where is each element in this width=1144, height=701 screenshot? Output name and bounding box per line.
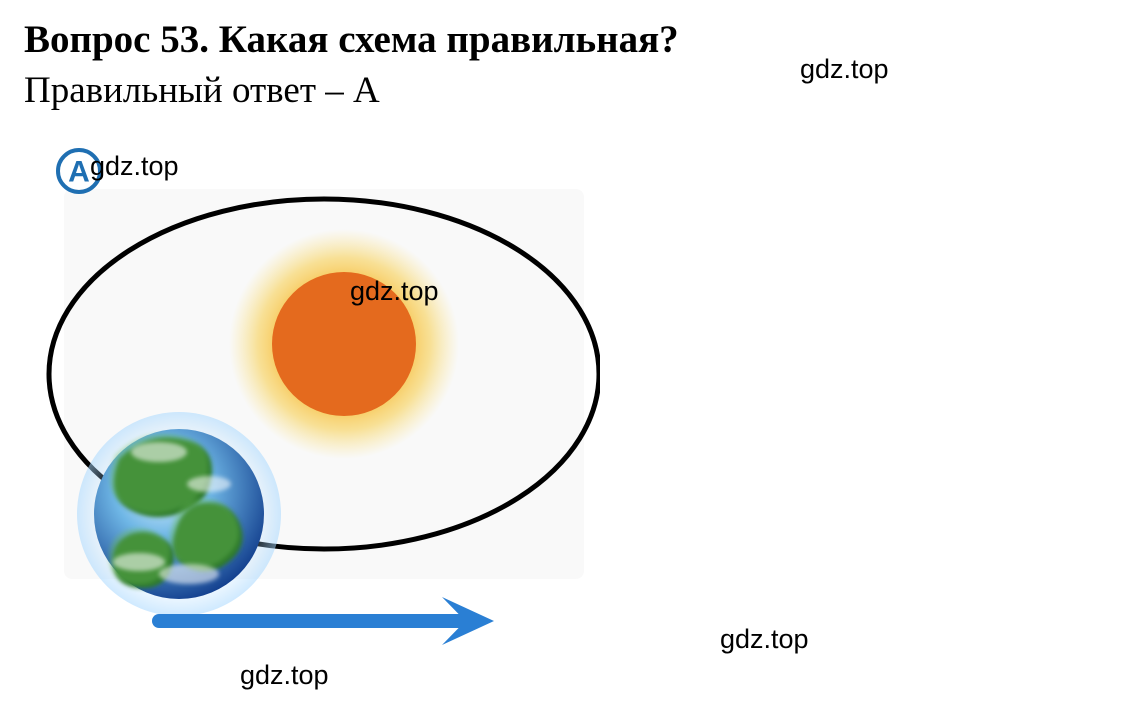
page-root: Вопрос 53. Какая схема правильная? Прави… bbox=[0, 0, 1144, 701]
option-label-letter: А bbox=[68, 156, 90, 189]
diagram-container: А bbox=[24, 119, 600, 659]
watermark-text: gdz.top bbox=[350, 276, 439, 307]
watermark-text: gdz.top bbox=[720, 624, 809, 655]
answer-text: Правильный ответ – А bbox=[24, 70, 380, 111]
question-number: Вопрос 53. bbox=[24, 18, 209, 61]
watermark-text: gdz.top bbox=[800, 54, 889, 85]
watermark-text: gdz.top bbox=[240, 660, 329, 691]
watermark-text: gdz.top bbox=[90, 151, 179, 182]
diagram-svg: А bbox=[24, 119, 600, 659]
question-title: Вопрос 53. Какая схема правильная? bbox=[24, 18, 1120, 63]
question-text: Какая схема правильная? bbox=[219, 18, 679, 61]
answer-line: Правильный ответ – А bbox=[24, 69, 1120, 113]
